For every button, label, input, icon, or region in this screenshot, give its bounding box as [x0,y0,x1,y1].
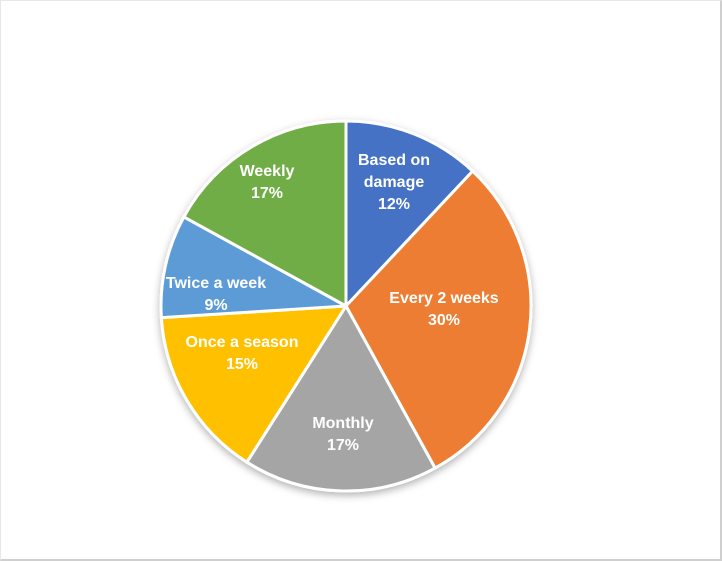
pie-slice-every-2-weeks[interactable] [344,169,533,470]
pie-slice-twice-a-week[interactable] [159,215,348,320]
pie-slice-based-on-damage[interactable] [344,119,475,308]
pie-slice-once-a-season[interactable] [159,304,348,464]
pie-slice-weekly[interactable] [182,119,348,308]
pie-slices [159,119,533,493]
pie-slice-monthly[interactable] [245,304,437,493]
